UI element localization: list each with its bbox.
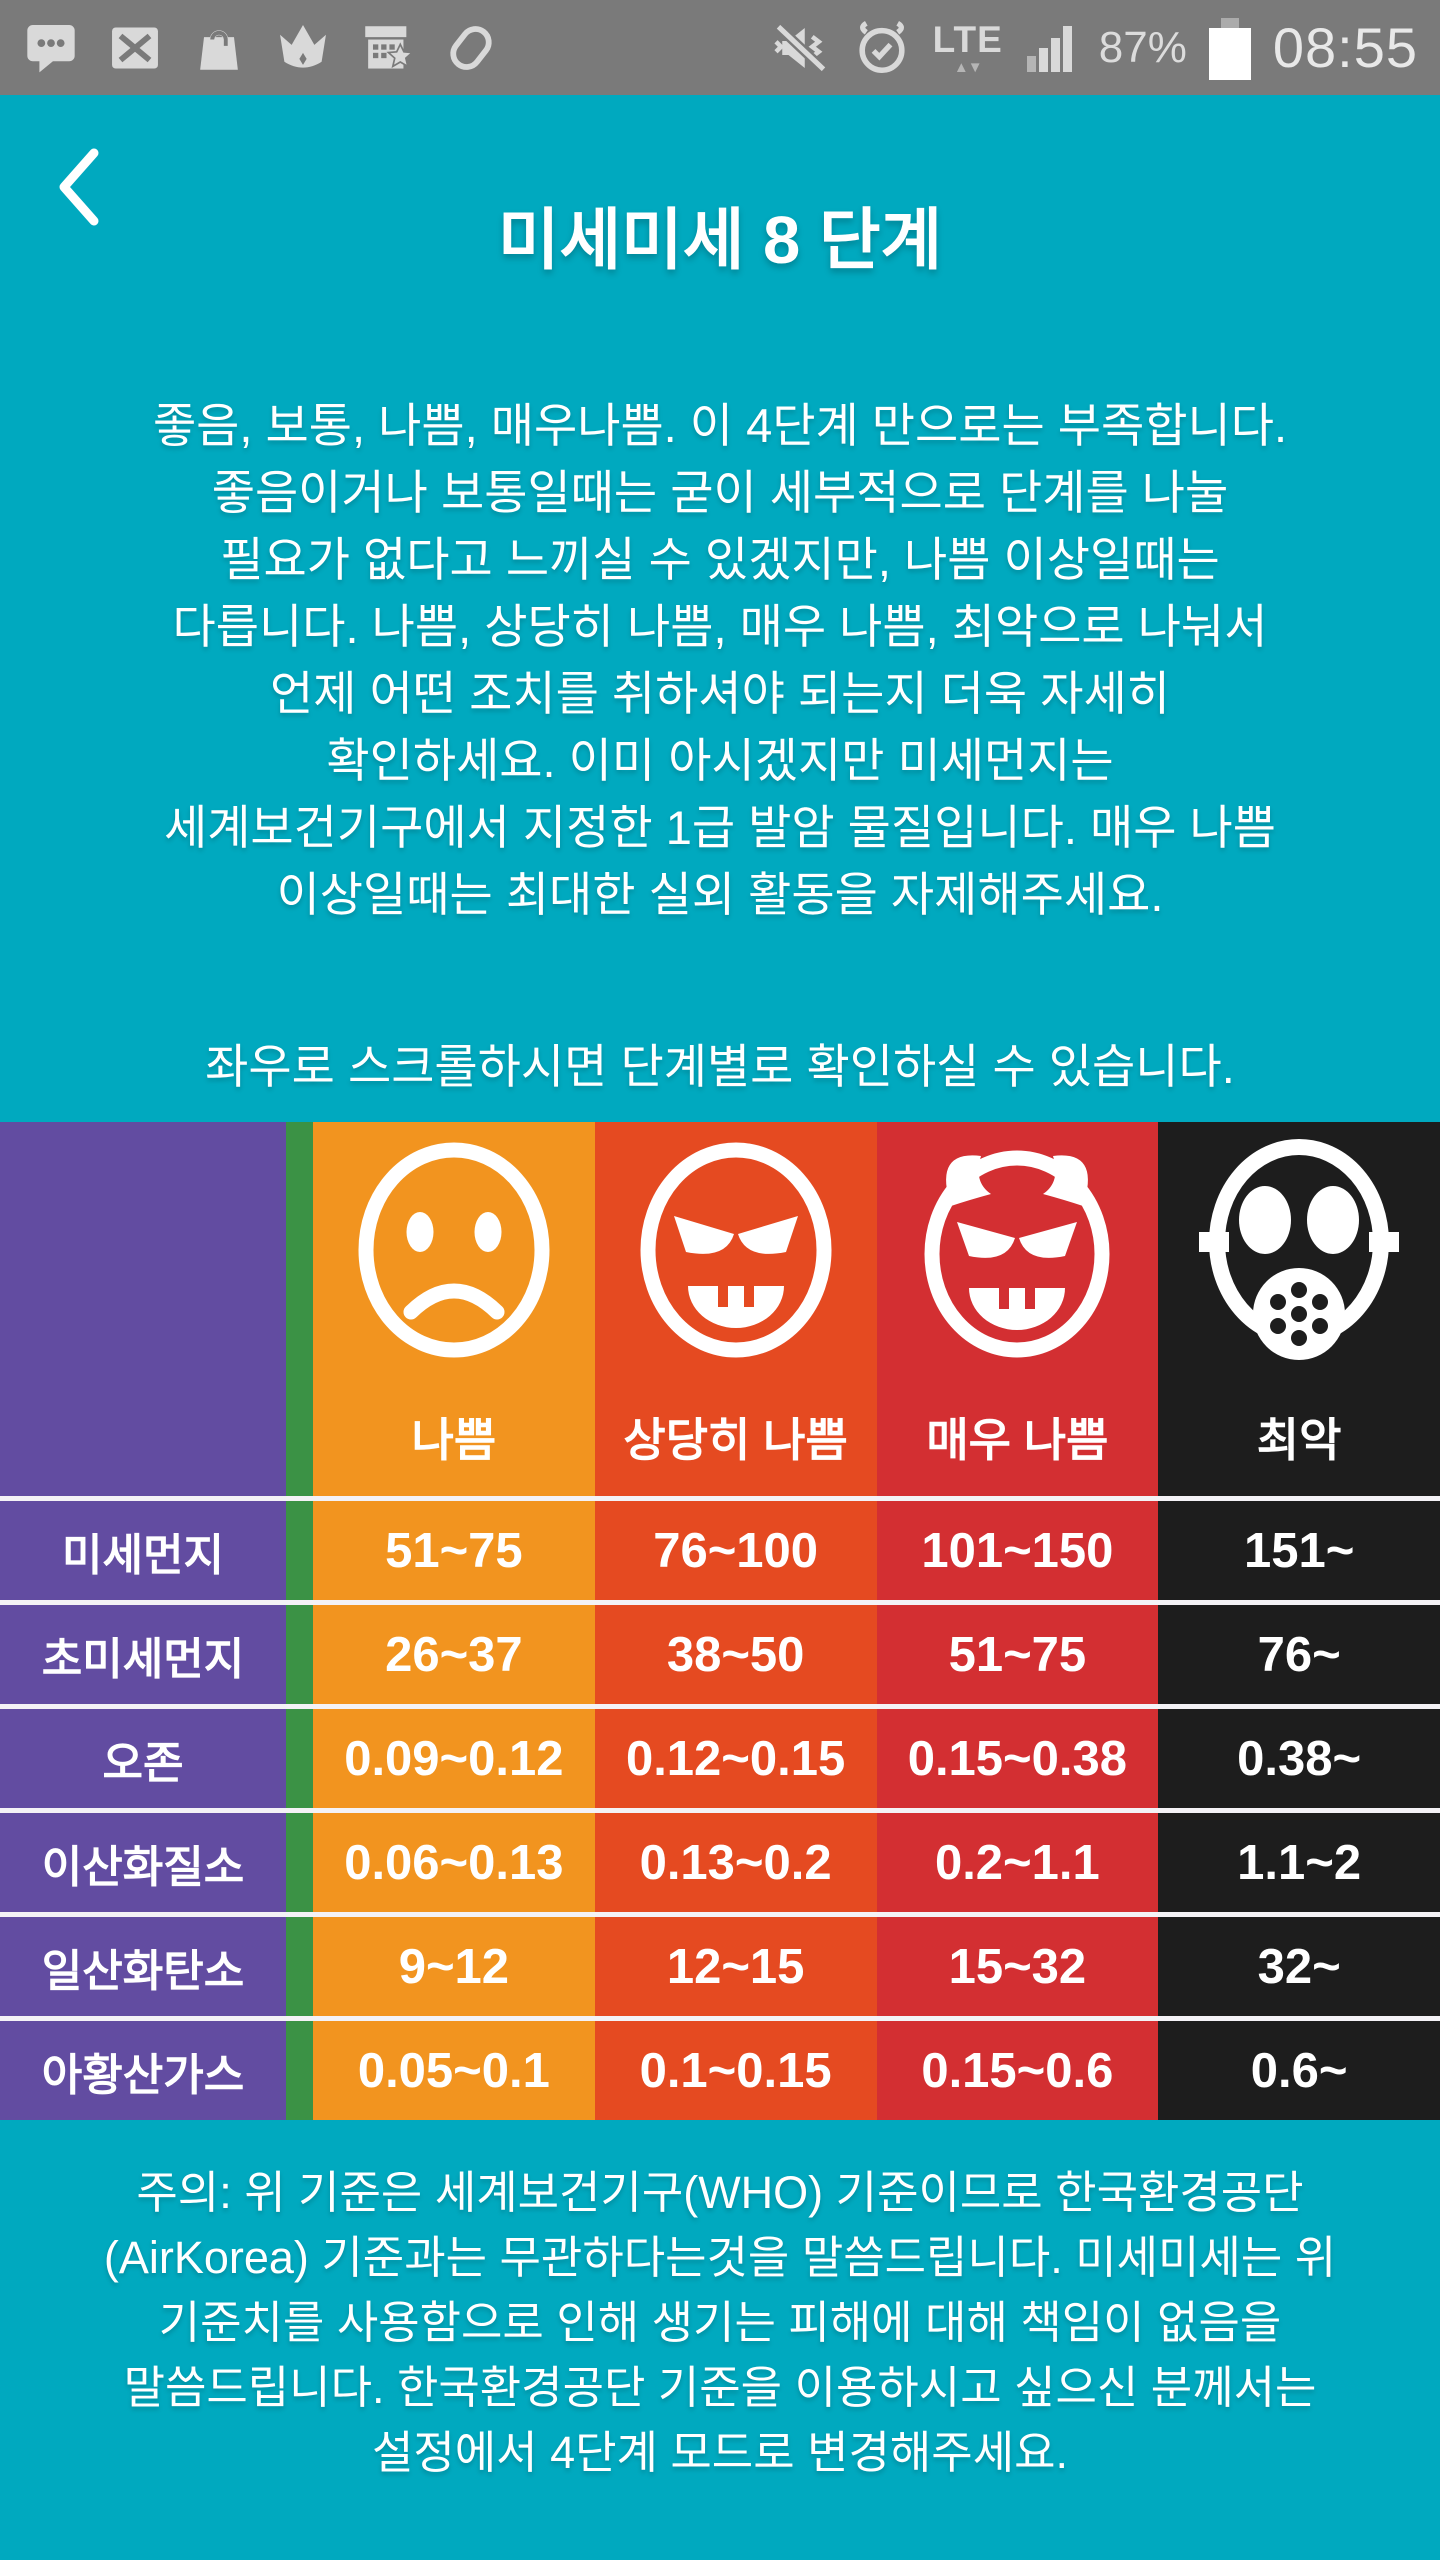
pollutant-label: 일산화탄소 [0,1917,286,2016]
air-quality-level-table[interactable]: 나쁨 상당히 나쁨 매우 [0,1122,1440,2120]
back-button[interactable] [52,146,104,228]
range-value: 26~37 [313,1605,595,1704]
previous-level-strip [286,1813,313,1912]
text-line: 설정에서 4단계 모드로 변경해주세요. [371,2427,1069,2478]
scroll-hint: 좌우로 스크롤하시면 단계별로 확인하실 수 있습니다. [205,1040,1235,1093]
text-line: 세계보건기구에서 지정한 1급 발암 물질입니다. 매우 나쁨 [163,801,1277,854]
header-empty-cell [0,1122,286,1496]
range-value: 0.06~0.13 [313,1813,595,1912]
battery-percent: 87% [1098,22,1187,72]
message-failed-icon [112,26,158,69]
range-value: 1.1~2 [1158,1813,1440,1912]
table-row: 아황산가스 0.05~0.1 0.1~0.15 0.15~0.6 0.6~ [0,2021,1440,2120]
text-line: (AirKorea) 기준과는 무관하다는것을 말씀드립니다. 미세미세는 위 [103,2232,1337,2283]
alarm-clock-icon [859,20,905,73]
clock: 08:55 [1272,16,1418,79]
text-line: 언제 어떤 조치를 취하셔야 되는지 더욱 자세히 [270,667,1170,720]
range-value: 151~ [1158,1501,1440,1600]
range-value: 38~50 [594,1605,877,1704]
range-value: 0.38~ [1158,1709,1440,1808]
previous-level-strip [286,1709,313,1808]
text-line: 기준치를 사용함으로 인해 생기는 피해에 대해 책임이 없음을 [158,2297,1282,2348]
column-bad: 나쁨 [313,1122,595,1496]
column-very-bad: 매우 나쁨 [876,1122,1159,1496]
previous-level-strip [286,1605,313,1704]
battery-icon [1208,17,1251,80]
pollutant-label: 이산화질소 [0,1813,286,1912]
range-value: 9~12 [313,1917,595,2016]
network-type-label: LTE [932,18,1003,60]
column-label: 나쁨 [411,1414,497,1466]
shopping-bag-icon [200,29,238,70]
table-row: 일산화탄소 9~12 12~15 15~32 32~ [0,1917,1440,2016]
range-value: 51~75 [876,1605,1159,1704]
building-star-icon [365,25,415,69]
range-value: 0.6~ [1158,2021,1440,2120]
angry-grin-face-icon [640,1142,832,1358]
text-line: 주의: 위 기준은 세계보건기구(WHO) 기준이므로 한국환경공단 [136,2167,1304,2218]
range-value: 0.1~0.15 [594,2021,877,2120]
pollutant-label: 초미세먼지 [0,1605,286,1704]
range-value: 0.2~1.1 [876,1813,1159,1912]
pollutant-label: 오존 [0,1709,286,1808]
table-header-row: 나쁨 상당히 나쁨 매우 [0,1122,1440,1496]
previous-level-strip [286,2021,313,2120]
system-status-icons: LTE ▲▼ 87% 08:55 [771,15,1418,80]
text-line: 좋음, 보통, 나쁨, 매우나쁨. 이 4단계 만으로는 부족합니다. [152,399,1288,452]
notification-icons [22,19,500,77]
gas-mask-icon [1199,1139,1400,1360]
column-label: 상당히 나쁨 [623,1414,848,1466]
column-quite-bad: 상당히 나쁨 [594,1122,877,1496]
range-value: 0.15~0.6 [876,2021,1159,2120]
samsung-pay-icon [450,25,492,70]
range-value: 0.09~0.12 [313,1709,595,1808]
range-value: 101~150 [876,1501,1159,1600]
crown-icon [280,24,326,68]
disclaimer-note: 주의: 위 기준은 세계보건기구(WHO) 기준이므로 한국환경공단 (AirKo… [20,2160,1420,2485]
table-row: 이산화질소 0.06~0.13 0.13~0.2 0.2~1.1 1.1~2 [0,1813,1440,1912]
text-line: 다릅니다. 나쁨, 상당히 나쁨, 매우 나쁨, 최악으로 나눠서 [172,600,1268,653]
column-label: 매우 나쁨 [926,1414,1109,1466]
text-line: 확인하세요. 이미 아시겠지만 미세먼지는 [326,734,1114,787]
column-worst: 최악 [1158,1122,1440,1496]
range-value: 76~100 [594,1501,877,1600]
range-value: 0.05~0.1 [313,2021,595,2120]
range-value: 12~15 [594,1917,877,2016]
text-line: 필요가 없다고 느끼실 수 있겠지만, 나쁨 이상일때는 [220,533,1220,586]
intro-paragraph: 좋음, 보통, 나쁨, 매우나쁨. 이 4단계 만으로는 부족합니다. 좋음이거나… [20,392,1420,928]
range-value: 0.15~0.38 [876,1709,1159,1808]
table-row: 미세먼지 51~75 76~100 101~150 151~ [0,1501,1440,1600]
range-value: 0.13~0.2 [594,1813,877,1912]
data-activity-arrows: ▲▼ [953,58,983,76]
table-row: 초미세먼지 26~37 38~50 51~75 76~ [0,1605,1440,1704]
signal-strength-icon [1026,25,1072,72]
text-line: 이상일때는 최대한 실외 활동을 자제해주세요. [276,868,1164,921]
range-value: 51~75 [313,1501,595,1600]
range-value: 15~32 [876,1917,1159,2016]
previous-level-strip [286,1501,313,1600]
pollutant-label: 미세먼지 [0,1501,286,1600]
devil-horns-face-icon [924,1150,1110,1358]
lte-indicator: LTE ▲▼ [933,21,1003,75]
range-value: 32~ [1158,1917,1440,2016]
text-line: 좋음이거나 보통일때는 굳이 세부적으로 단계를 나눌 [211,466,1229,519]
page-title: 미세미세 8 단계 [497,203,943,278]
range-value: 0.12~0.15 [594,1709,877,1808]
sad-face-icon [358,1142,550,1358]
status-bar: LTE ▲▼ 87% 08:55 [0,0,1440,95]
column-label: 최악 [1256,1414,1342,1466]
previous-level-strip [286,1917,313,2016]
vibrate-mute-icon [774,22,827,73]
previous-level-strip [286,1122,313,1496]
chat-bubble-icon [27,24,75,72]
pollutant-label: 아황산가스 [0,2021,286,2120]
table-row: 오존 0.09~0.12 0.12~0.15 0.15~0.38 0.38~ [0,1709,1440,1808]
range-value: 76~ [1158,1605,1440,1704]
text-line: 말씀드립니다. 한국환경공단 기준을 이용하시고 싶으신 분께서는 [123,2362,1317,2413]
